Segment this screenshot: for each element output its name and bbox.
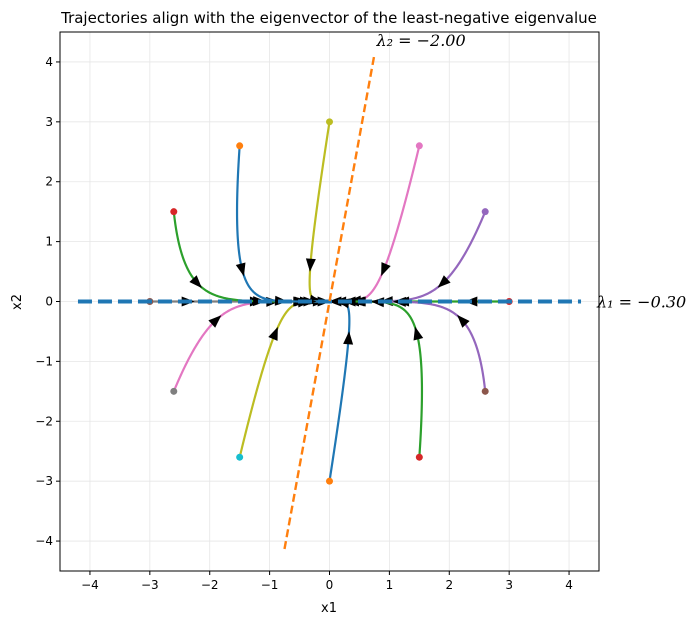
- trajectory-arrow: [413, 326, 424, 341]
- x-axis-label: x1: [321, 601, 337, 616]
- x-tick-label: −4: [81, 578, 99, 592]
- trajectory-start-point: [170, 387, 178, 395]
- y-tick-label: 4: [45, 55, 53, 69]
- eigenvalue-1-label: λ₁ = −0.30: [596, 293, 686, 312]
- x-tick-label: 3: [505, 578, 513, 592]
- x-tick-label: −1: [261, 578, 279, 592]
- trajectory-arrow: [343, 331, 354, 345]
- axis-ticks: −4 −3 −2 −1 0 1 2 3 4 −4 −3 −2 −1 0 1 2 3 4: [35, 55, 573, 592]
- trajectory-arrow: [305, 258, 316, 272]
- y-tick-label: −3: [35, 474, 53, 488]
- trajectory-start-point: [326, 477, 333, 485]
- eigenvalue-labels: λ₁ = −0.30 λ₂ = −2.00: [375, 31, 686, 311]
- x-tick-label: 0: [326, 578, 334, 592]
- y-tick-label: 0: [45, 295, 53, 309]
- trajectory-arrow: [328, 296, 342, 307]
- trajectory-start-point: [236, 142, 244, 150]
- trajectory-start-point: [236, 453, 244, 461]
- x-tick-label: 1: [386, 578, 394, 592]
- trajectory-start-point: [481, 208, 489, 216]
- trajectory-arrow: [268, 326, 278, 341]
- trajectory-start-point: [170, 208, 178, 216]
- y-tick-label: 2: [45, 175, 53, 189]
- plot-area: [77, 53, 582, 550]
- trajectory-start-point: [415, 142, 423, 150]
- x-tick-label: −3: [141, 578, 159, 592]
- x-tick-label: 2: [445, 578, 453, 592]
- trajectory-start-point: [326, 118, 333, 126]
- trajectory-arrow: [189, 275, 202, 289]
- eigenvalue-2-label: λ₂ = −2.00: [375, 31, 465, 50]
- y-tick-label: 3: [45, 115, 53, 129]
- y-axis-label: x2: [10, 294, 25, 310]
- chart-title: Trajectories align with the eigenvector …: [60, 9, 597, 27]
- y-tick-label: −4: [35, 534, 53, 548]
- trajectory-arrow: [381, 262, 391, 277]
- x-tick-label: −2: [201, 578, 219, 592]
- trajectory-arrow: [235, 262, 246, 277]
- y-tick-label: 1: [45, 235, 53, 249]
- trajectory-arrow: [457, 314, 470, 328]
- trajectory-arrow: [437, 275, 451, 288]
- trajectory-arrow: [208, 315, 222, 328]
- trajectory-start-point: [481, 387, 489, 395]
- x-tick-label: 4: [565, 578, 573, 592]
- trajectory-start-point: [415, 453, 423, 461]
- y-tick-label: −2: [35, 414, 53, 428]
- y-tick-label: −1: [35, 354, 53, 368]
